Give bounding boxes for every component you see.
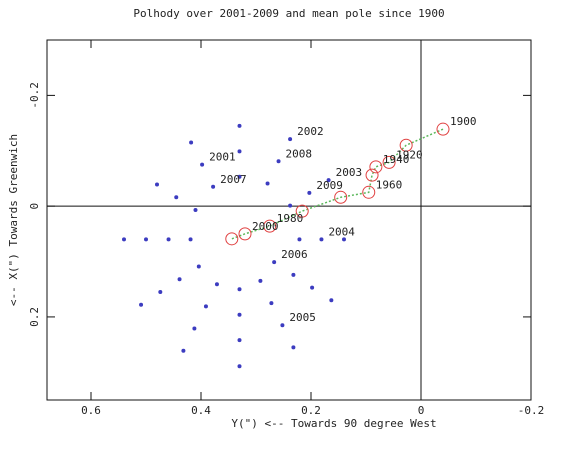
point-label: 2008 bbox=[286, 147, 313, 160]
polhody-point bbox=[192, 326, 197, 331]
x-tick-label: 0.4 bbox=[191, 404, 211, 417]
y-tick-label: -0.2 bbox=[28, 82, 41, 109]
polhody-point bbox=[237, 312, 242, 317]
polhody-point bbox=[265, 181, 270, 186]
mean-pole-point bbox=[365, 168, 379, 182]
mean-pole-point bbox=[225, 232, 239, 246]
polhody-point bbox=[237, 338, 242, 343]
polhody-point bbox=[122, 237, 126, 242]
point-label: 2006 bbox=[281, 248, 308, 261]
polhody-point bbox=[329, 298, 334, 303]
y-tick-label: 0 bbox=[28, 203, 41, 210]
mean-pole-point bbox=[436, 122, 450, 136]
mean-pole-point bbox=[369, 160, 383, 174]
polhody-point bbox=[200, 162, 205, 167]
x-tick-label: 0 bbox=[418, 404, 425, 417]
x-tick-label: 0.6 bbox=[81, 404, 101, 417]
x-tick-label: 0.2 bbox=[301, 404, 321, 417]
point-label: 1940 bbox=[383, 153, 410, 166]
polhody-point bbox=[174, 195, 179, 200]
polhody-point bbox=[280, 323, 285, 328]
mean-pole-point bbox=[382, 155, 396, 169]
mean-pole-point bbox=[263, 219, 277, 233]
polhody-point bbox=[291, 272, 296, 277]
point-label: 2003 bbox=[336, 166, 363, 179]
plot-frame bbox=[46, 39, 532, 401]
polhody-point bbox=[237, 123, 242, 128]
polhody-point bbox=[214, 282, 219, 287]
point-label: 2004 bbox=[328, 225, 355, 238]
polhody-point bbox=[237, 364, 242, 369]
polhody-point bbox=[297, 237, 302, 242]
polhody-point bbox=[181, 348, 186, 353]
point-label: 1920 bbox=[396, 148, 423, 161]
polhody-point bbox=[177, 277, 182, 282]
point-label: 2002 bbox=[297, 125, 324, 138]
mean-pole-point bbox=[238, 227, 252, 241]
y-axis-label: <-- X(") Towards Greenwich bbox=[7, 134, 20, 306]
polhody-point bbox=[189, 140, 194, 145]
mean-pole-point bbox=[399, 138, 413, 152]
point-label: 2007 bbox=[220, 173, 247, 186]
polhody-point bbox=[211, 184, 216, 189]
polhody-point bbox=[237, 287, 242, 292]
polhody-point bbox=[193, 208, 198, 213]
point-label: 1900 bbox=[450, 115, 477, 128]
polhody-point bbox=[291, 345, 296, 350]
polhody-point bbox=[276, 159, 281, 164]
point-label: 2001 bbox=[209, 151, 236, 164]
polhody-point bbox=[196, 264, 201, 269]
polhody-point bbox=[237, 174, 242, 179]
point-label: 2005 bbox=[289, 311, 316, 324]
polhody-point bbox=[188, 237, 193, 242]
chart-title: Polhody over 2001-2009 and mean pole sin… bbox=[133, 7, 444, 20]
polhody-point bbox=[319, 237, 324, 242]
x-axis-label: Y(") <-- Towards 90 degree West bbox=[231, 417, 436, 430]
mean-pole-point bbox=[334, 190, 348, 204]
polhody-point bbox=[144, 237, 148, 242]
polhody-point bbox=[307, 190, 312, 195]
polhody-point bbox=[258, 278, 263, 283]
polhody-point bbox=[139, 302, 144, 307]
polhody-point bbox=[288, 137, 293, 142]
polhody-point bbox=[269, 301, 274, 306]
mean-pole-point bbox=[362, 185, 376, 199]
polhody-point bbox=[155, 182, 159, 187]
y-tick-label: 0.2 bbox=[28, 307, 41, 327]
polhody-point bbox=[237, 149, 242, 154]
mean-pole-line bbox=[231, 128, 444, 240]
polhody-point bbox=[203, 304, 208, 309]
point-label: 2009 bbox=[316, 179, 343, 192]
polhody-point bbox=[310, 285, 315, 290]
polhody-point bbox=[326, 178, 331, 183]
point-label: 1980 bbox=[277, 212, 304, 225]
x-tick-label: -0.2 bbox=[518, 404, 545, 417]
polhody-point bbox=[272, 260, 277, 265]
polhody-point bbox=[342, 237, 346, 242]
mean-pole-point bbox=[295, 204, 309, 218]
polhody-point bbox=[166, 237, 171, 242]
polhody-point bbox=[158, 290, 163, 294]
polhody-point bbox=[288, 203, 293, 208]
point-label: 2000 bbox=[252, 220, 279, 233]
point-label: 1960 bbox=[376, 178, 403, 191]
